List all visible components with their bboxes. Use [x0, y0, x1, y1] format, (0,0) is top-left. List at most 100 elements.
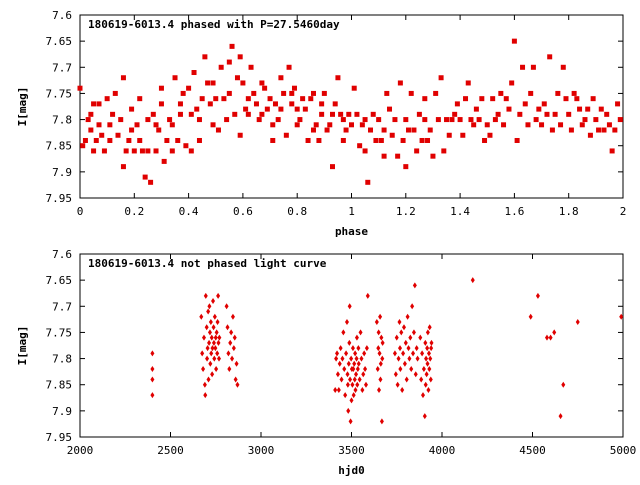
data-point — [544, 334, 549, 341]
data-point — [313, 122, 319, 128]
data-point — [530, 64, 536, 70]
data-point — [362, 350, 367, 357]
data-point — [619, 313, 624, 320]
data-point — [126, 137, 132, 143]
data-point — [423, 381, 428, 388]
data-point — [319, 101, 325, 107]
data-point — [517, 111, 523, 117]
data-point — [590, 96, 596, 102]
data-point — [215, 127, 221, 133]
data-point — [196, 117, 202, 123]
data-point — [332, 101, 338, 107]
data-point — [264, 106, 270, 112]
data-point — [412, 282, 417, 289]
data-point — [354, 355, 359, 362]
data-point — [428, 355, 433, 362]
data-point — [302, 106, 308, 112]
data-point — [465, 80, 471, 86]
data-point — [568, 127, 574, 133]
data-point — [408, 90, 414, 96]
data-point — [397, 80, 403, 86]
data-point — [425, 137, 431, 143]
data-point — [533, 117, 539, 123]
data-point — [482, 137, 488, 143]
data-point — [213, 345, 218, 352]
data-point — [601, 127, 607, 133]
data-point — [142, 174, 148, 180]
data-point — [381, 127, 387, 133]
data-point — [406, 345, 411, 352]
data-point — [175, 137, 181, 143]
data-point — [245, 96, 251, 102]
data-point — [468, 117, 474, 123]
data-point — [342, 366, 347, 373]
y-axis-label: I[mag] — [16, 326, 29, 366]
data-point — [377, 350, 382, 357]
data-point — [362, 117, 368, 123]
data-point — [528, 313, 533, 320]
data-point — [423, 339, 428, 346]
data-point — [337, 360, 342, 367]
data-point — [158, 101, 164, 107]
data-point — [416, 111, 422, 117]
data-point — [107, 137, 113, 143]
data-point — [259, 80, 265, 86]
data-point — [278, 106, 284, 112]
data-point — [419, 137, 425, 143]
data-point — [234, 75, 240, 81]
data-point — [212, 313, 217, 320]
data-point — [558, 413, 563, 420]
data-point — [575, 318, 580, 325]
data-point — [536, 106, 542, 112]
data-point — [422, 117, 428, 123]
data-point — [352, 360, 357, 367]
y-tick-label: 7.8 — [52, 114, 72, 127]
data-point — [378, 376, 383, 383]
data-point — [396, 355, 401, 362]
data-point — [384, 90, 390, 96]
data-point — [582, 117, 588, 123]
data-point — [310, 90, 316, 96]
data-point — [225, 324, 230, 331]
data-point — [350, 345, 355, 352]
data-point — [535, 292, 540, 299]
data-point — [158, 85, 164, 91]
y-tick-label: 7.6 — [52, 248, 72, 261]
data-point — [561, 381, 566, 388]
data-point — [348, 376, 353, 383]
y-tick-label: 7.7 — [52, 300, 72, 313]
data-point — [492, 117, 498, 123]
data-point — [145, 148, 151, 154]
data-point — [345, 371, 350, 378]
data-point — [425, 345, 430, 352]
data-point — [351, 85, 357, 91]
data-point — [587, 132, 593, 138]
data-point — [180, 90, 186, 96]
data-point — [91, 101, 97, 107]
data-point — [351, 366, 356, 373]
data-point — [226, 59, 232, 65]
data-point — [294, 106, 300, 112]
data-point — [354, 334, 359, 341]
data-point — [528, 90, 534, 96]
data-point — [99, 132, 105, 138]
data-point — [281, 90, 287, 96]
data-point — [196, 137, 202, 143]
data-point — [470, 277, 475, 284]
data-point — [392, 350, 397, 357]
data-point — [359, 122, 365, 128]
data-point — [397, 318, 402, 325]
data-point — [415, 355, 420, 362]
data-point — [340, 117, 346, 123]
data-point — [487, 132, 493, 138]
data-point — [213, 334, 218, 341]
data-point — [376, 345, 381, 352]
data-point — [340, 137, 346, 143]
data-point — [207, 101, 213, 107]
data-point — [110, 111, 116, 117]
data-point — [400, 386, 405, 393]
data-point — [354, 371, 359, 378]
data-point — [324, 127, 330, 133]
data-point — [563, 96, 569, 102]
data-point — [340, 355, 345, 362]
